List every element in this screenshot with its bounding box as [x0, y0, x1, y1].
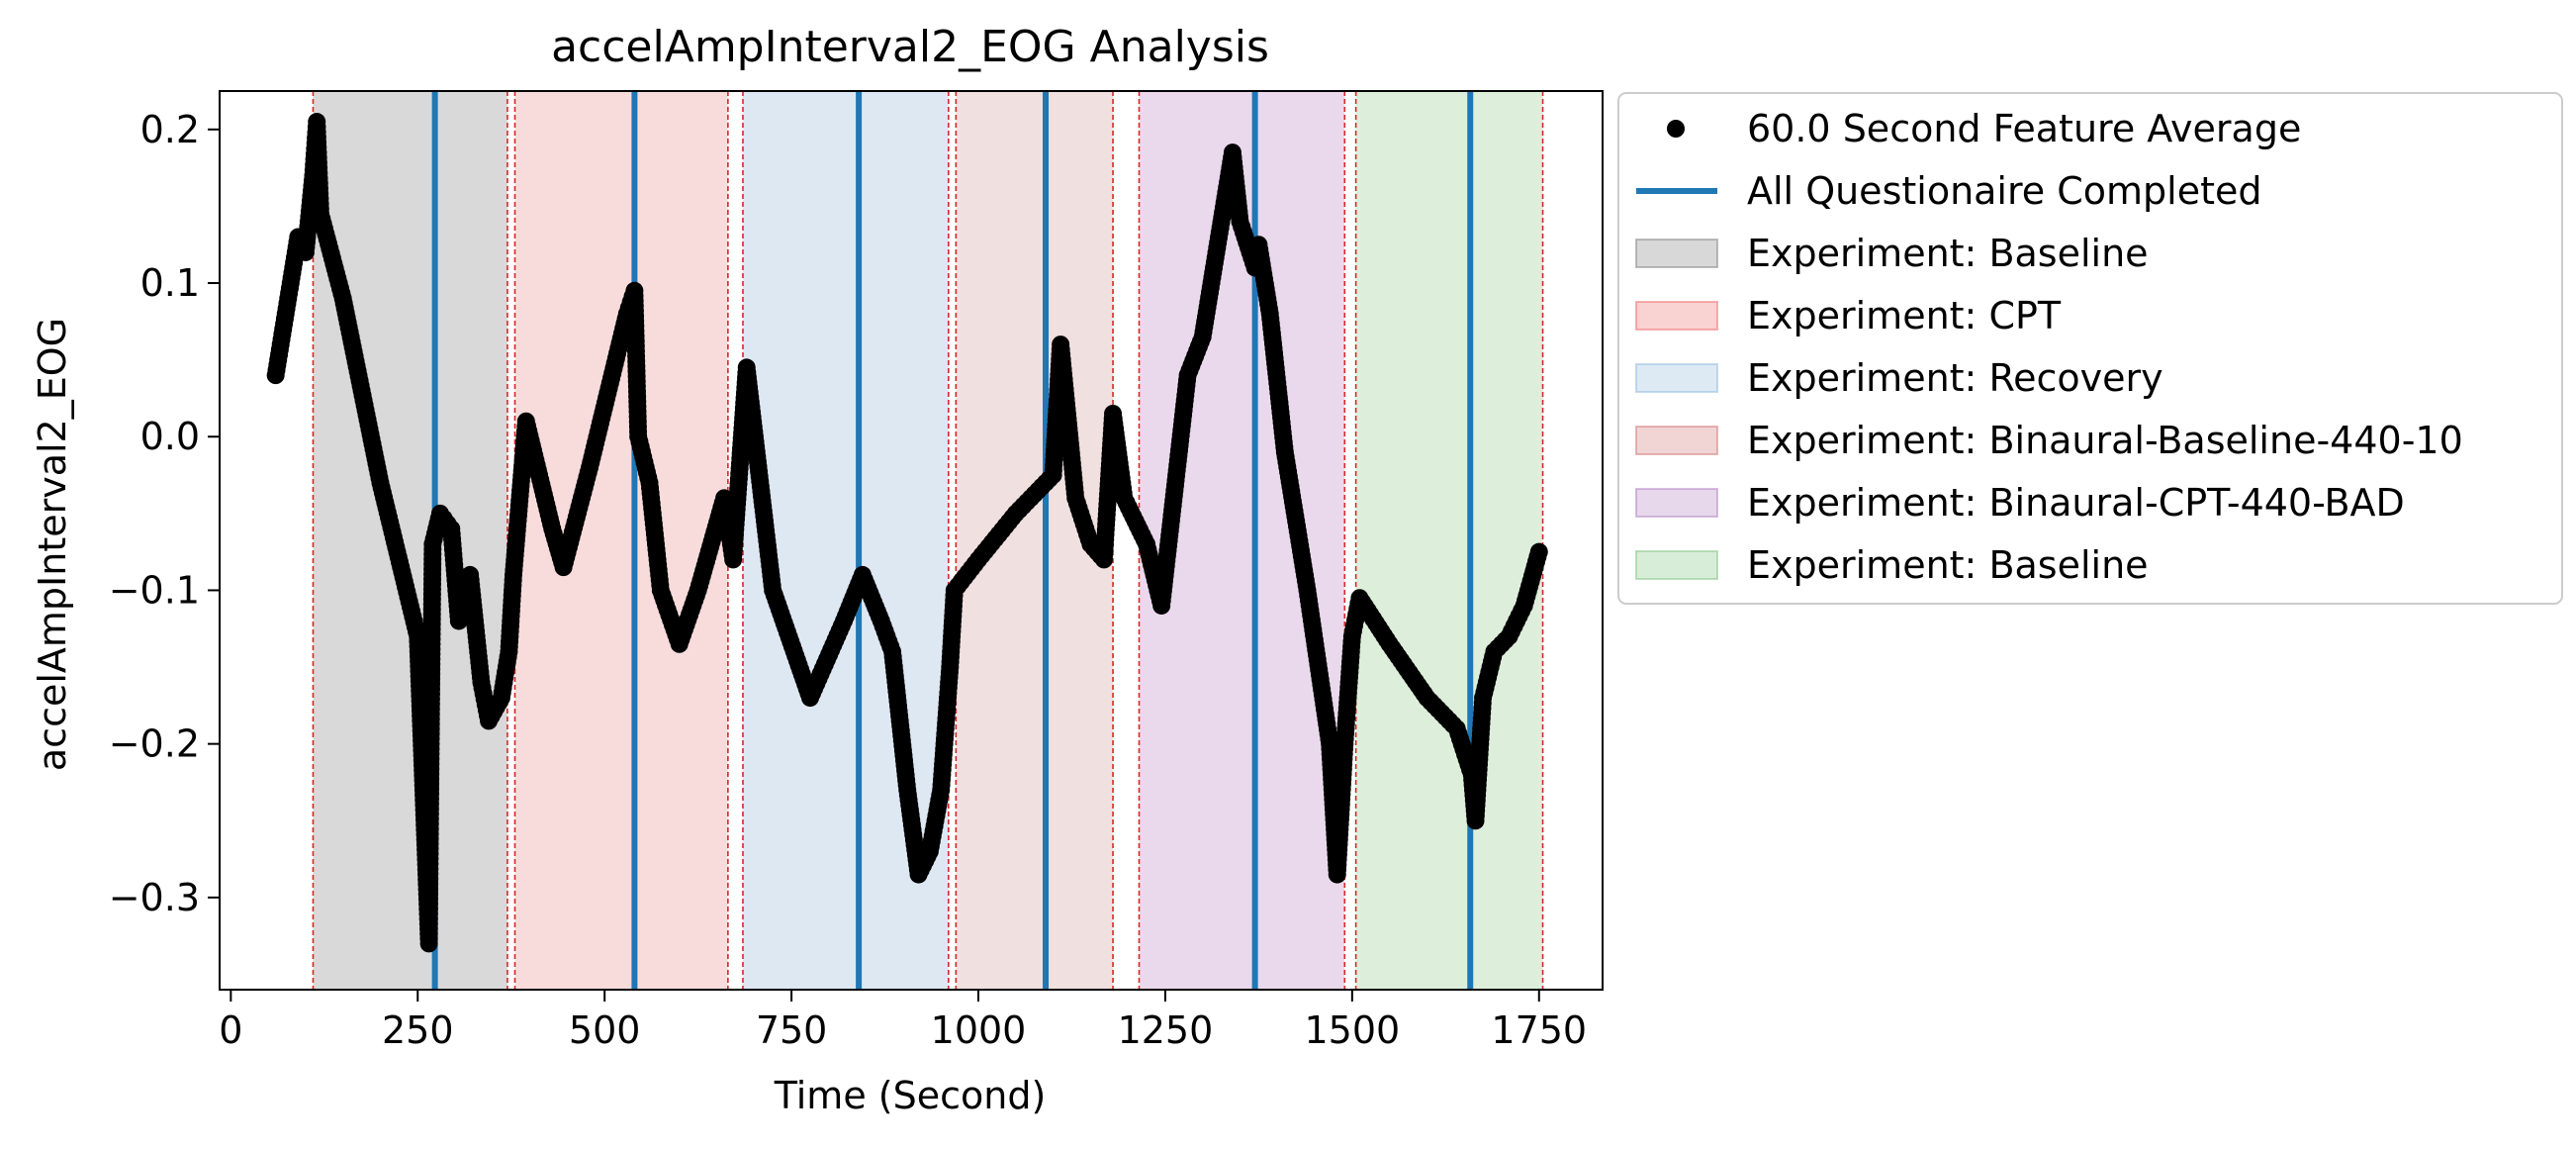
legend-label-3: Experiment: CPT: [1747, 294, 2062, 337]
x-tick-label-3: 750: [756, 1008, 828, 1052]
legend-patch-6: [1635, 488, 1718, 518]
y-axis-label: accelAmpInterval2_EOG: [31, 318, 74, 771]
data-point-1440: [1529, 542, 1548, 561]
legend-label-1: All Questionaire Completed: [1747, 169, 2262, 213]
y-tick-label-3: −0.1: [109, 568, 200, 612]
legend-box: [1617, 92, 2563, 605]
x-tick-label-1: 250: [382, 1008, 454, 1052]
y-tick-label-1: 0.1: [140, 261, 200, 305]
legend-label-5: Experiment: Binaural-Baseline-440-10: [1747, 419, 2463, 462]
legend-label-7: Experiment: Baseline: [1747, 543, 2149, 587]
x-tick-label-7: 1750: [1491, 1008, 1587, 1052]
y-tick-label-4: −0.2: [109, 722, 200, 766]
y-tick-label-0: 0.2: [140, 108, 200, 151]
legend-patch-7: [1635, 550, 1718, 580]
legend-patch-2: [1635, 239, 1718, 268]
x-axis-label: Time (Second): [774, 1074, 1047, 1117]
experiment-region-0: [313, 91, 507, 990]
x-tick-label-4: 1000: [931, 1008, 1027, 1052]
x-tick-label-0: 0: [219, 1008, 242, 1052]
x-axis-ticks: 0 250 500 750 1000 1250 1500 1750: [219, 990, 1587, 1052]
y-tick-label-5: −0.3: [109, 876, 200, 919]
plot-frame: [219, 90, 1604, 991]
y-axis-ticks: 0.2 0.1 0.0 −0.1 −0.2 −0.3: [109, 108, 220, 919]
x-tick-label-5: 1250: [1118, 1008, 1214, 1052]
x-tick-label-6: 1500: [1304, 1008, 1400, 1052]
legend-patch-5: [1635, 426, 1718, 455]
legend: 60.0 Second Feature Average All Questiona…: [1617, 92, 2563, 605]
feature-average-points: [266, 113, 1548, 953]
x-tick-label-2: 500: [569, 1008, 641, 1052]
legend-label-4: Experiment: Recovery: [1747, 356, 2163, 400]
legend-marker-0: [1667, 120, 1685, 138]
chart-title: accelAmpInterval2_EOG Analysis: [551, 22, 1269, 72]
legend-label-0: 60.0 Second Feature Average: [1747, 107, 2301, 150]
legend-patch-4: [1635, 363, 1718, 393]
experiment-region-5: [1355, 91, 1543, 990]
y-tick-label-2: 0.0: [140, 415, 200, 458]
legend-label-6: Experiment: Binaural-CPT-440-BAD: [1747, 481, 2405, 525]
legend-patch-3: [1635, 301, 1718, 331]
legend-label-2: Experiment: Baseline: [1747, 232, 2149, 275]
